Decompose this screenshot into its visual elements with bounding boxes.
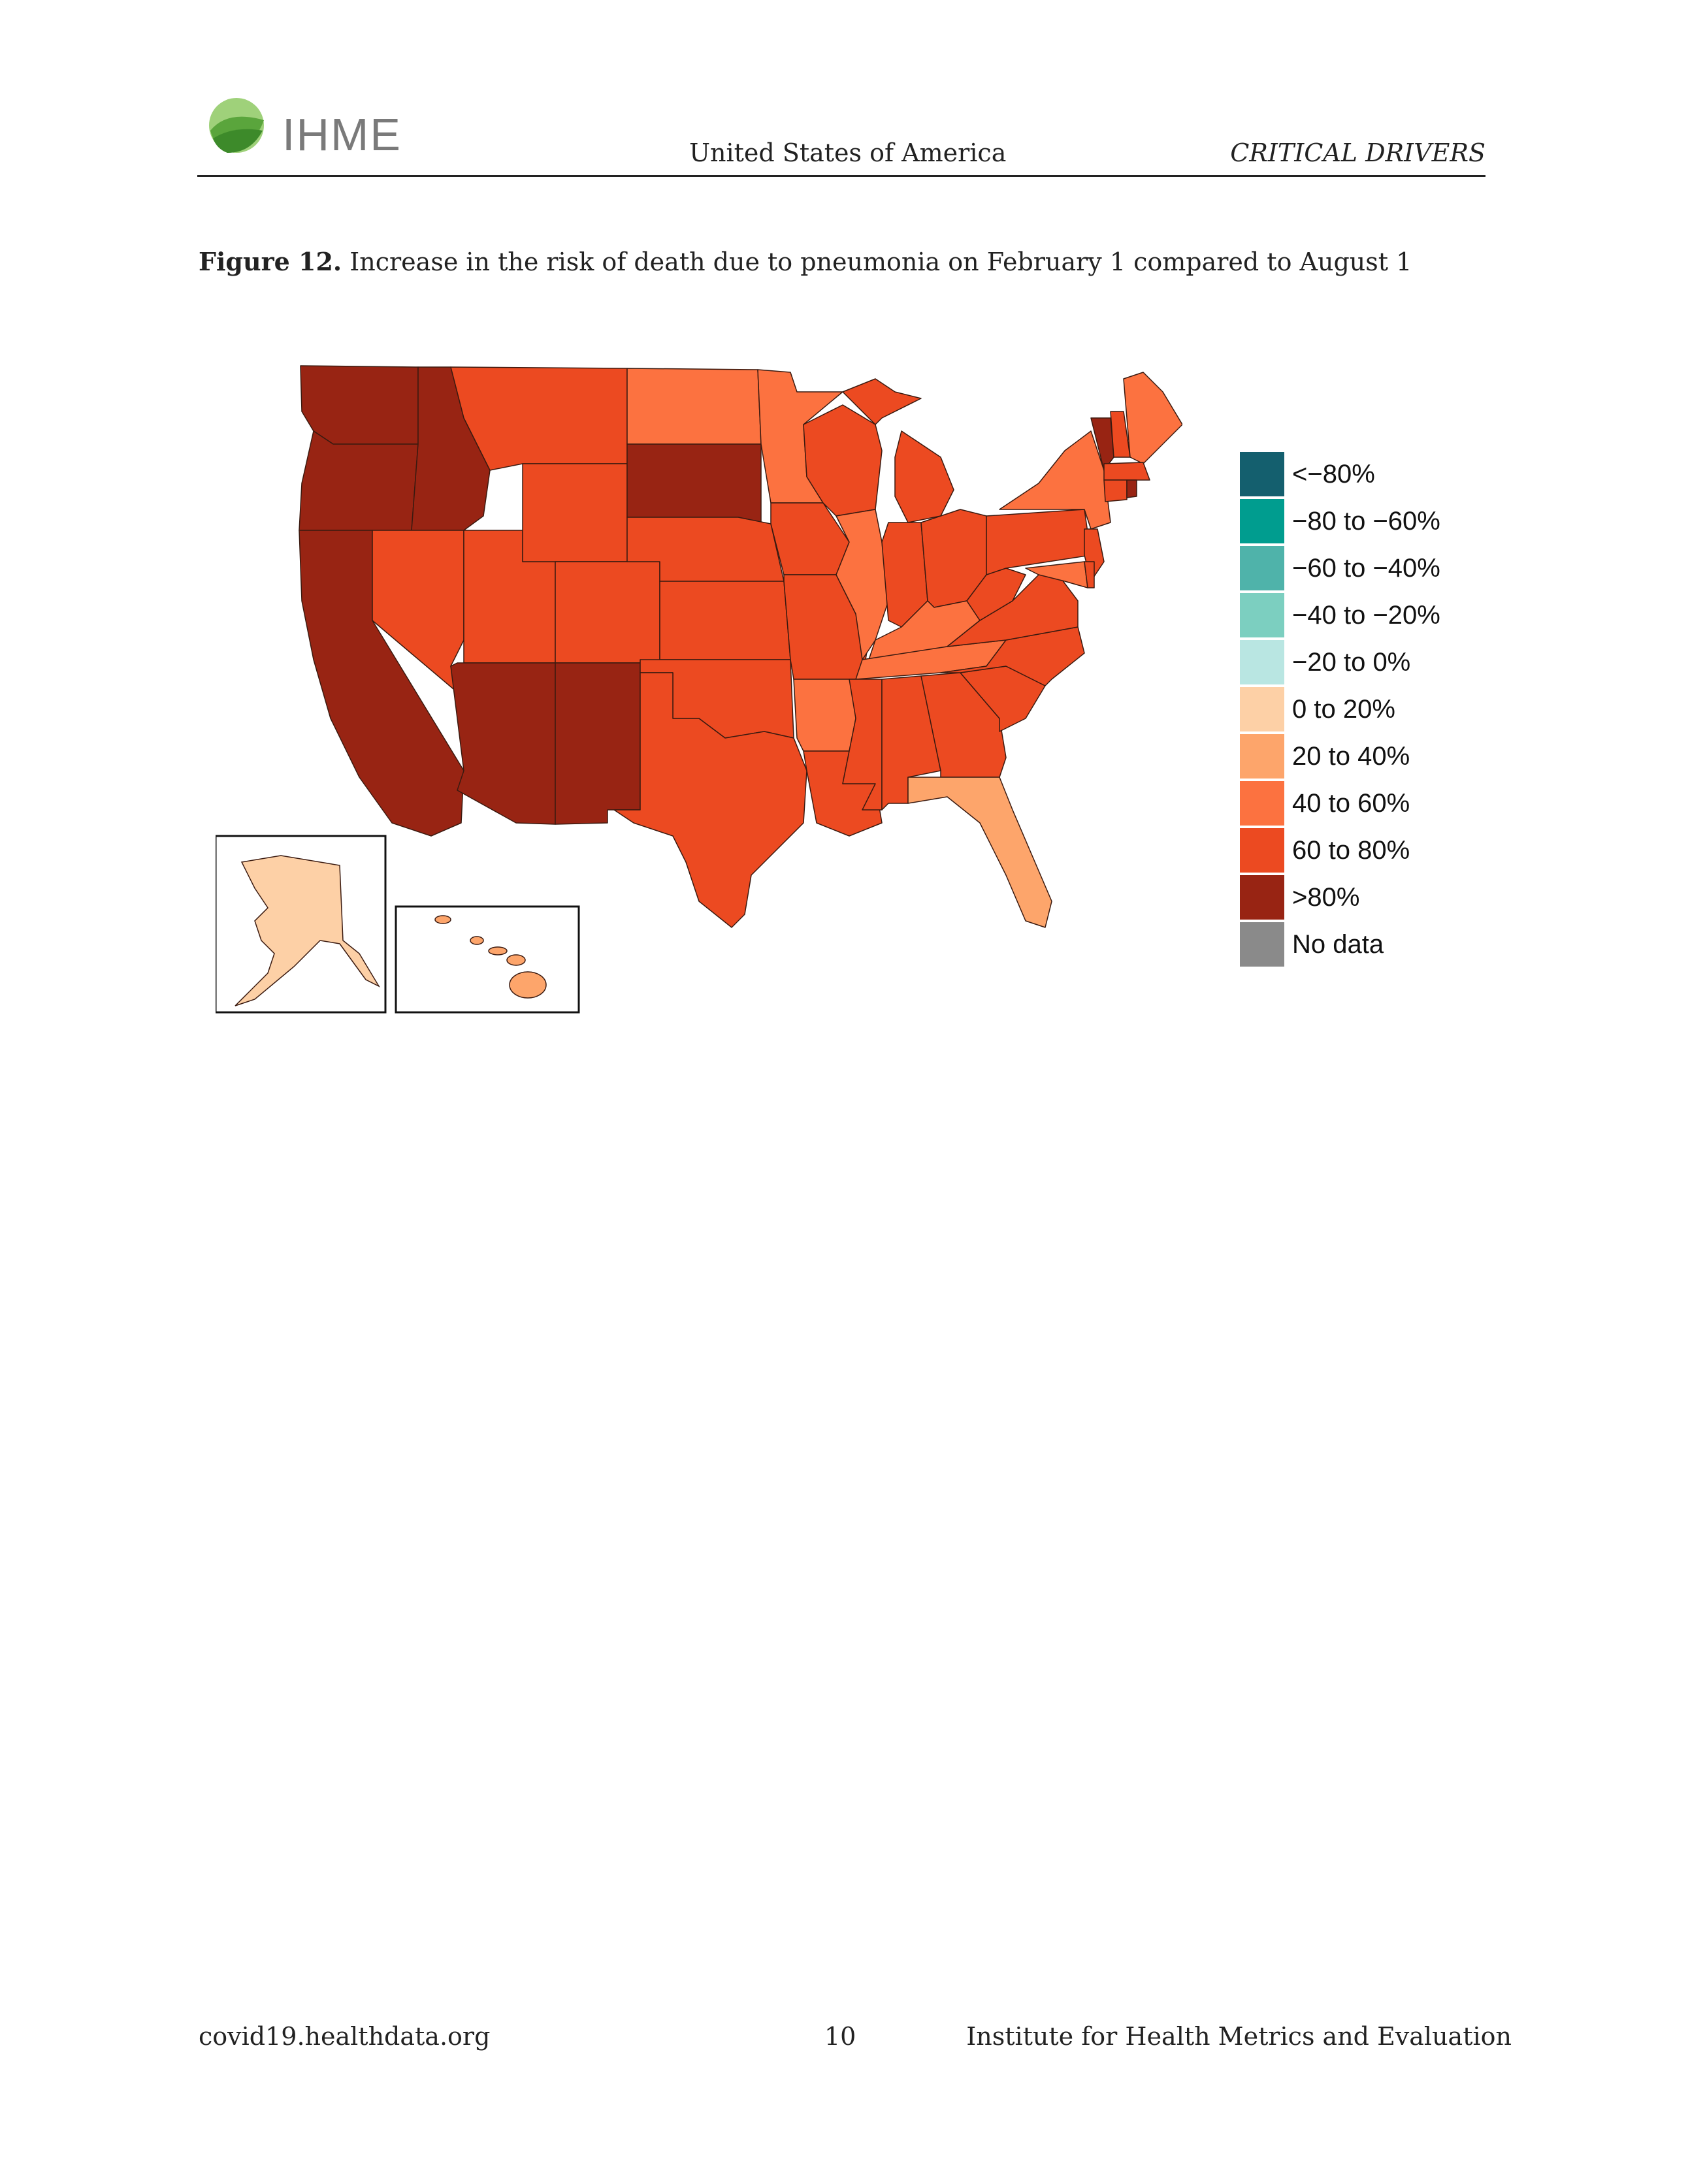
legend-swatch: [1240, 922, 1284, 967]
legend-label: 40 to 60%: [1292, 788, 1410, 818]
legend-label: >80%: [1292, 882, 1360, 912]
state-new-mexico: [555, 662, 641, 825]
state-maryland: [1025, 561, 1088, 588]
state-arizona: [450, 662, 556, 825]
state-michigan-up: [842, 378, 922, 425]
legend-item: −80 to −60%: [1240, 498, 1440, 545]
legend-label: −60 to −40%: [1292, 553, 1440, 583]
figure-label: Figure 12.: [199, 247, 342, 276]
legend-swatch: [1240, 875, 1284, 920]
state-virginia: [947, 574, 1079, 647]
state-north-carolina: [940, 626, 1085, 686]
state-south-dakota: [626, 443, 762, 523]
legend-swatch: [1240, 499, 1284, 543]
ihme-logo-icon: [209, 98, 264, 153]
legend-item: −20 to 0%: [1240, 639, 1440, 686]
legend-label: 0 to 20%: [1292, 694, 1395, 724]
legend-label: −20 to 0%: [1292, 647, 1411, 677]
legend-label: −40 to −20%: [1292, 600, 1440, 630]
state-texas: [613, 672, 807, 928]
state-maine: [1123, 372, 1182, 464]
state-oregon: [299, 430, 419, 531]
state-colorado: [555, 561, 660, 664]
legend-label: 20 to 40%: [1292, 741, 1410, 771]
legend-label: 60 to 80%: [1292, 835, 1410, 865]
logo-text: IHME: [282, 109, 402, 160]
legend-swatch: [1240, 687, 1284, 731]
legend-item: 60 to 80%: [1240, 827, 1440, 874]
legend-item: −40 to −20%: [1240, 592, 1440, 639]
state-washington: [300, 365, 419, 445]
page-number: 10: [824, 2022, 856, 2051]
header-rule: [197, 175, 1485, 177]
legend-label: <−80%: [1292, 459, 1375, 489]
footer-url: covid19.healthdata.org: [199, 2022, 491, 2051]
state-delaware: [1084, 561, 1095, 588]
legend-swatch: [1240, 828, 1284, 873]
state-alaska: [235, 855, 380, 1006]
state-michigan: [894, 430, 954, 523]
legend-swatch: [1240, 734, 1284, 779]
legend-swatch: [1240, 640, 1284, 684]
legend-swatch: [1240, 781, 1284, 826]
legend-swatch: [1240, 593, 1284, 637]
header-section: CRITICAL DRIVERS: [1230, 138, 1485, 167]
state-wyoming: [522, 463, 628, 562]
state-florida: [907, 777, 1052, 928]
figure-caption-text: Increase in the risk of death due to pne…: [349, 248, 1412, 276]
legend-item: 0 to 20%: [1240, 686, 1440, 733]
state-illinois: [836, 509, 889, 660]
legend-item: >80%: [1240, 874, 1440, 921]
legend-item: <−80%: [1240, 451, 1440, 498]
legend-swatch: [1240, 452, 1284, 496]
hawaii-inset-frame: [395, 905, 580, 1014]
map-legend: <−80% −80 to −60% −60 to −40% −40 to −20…: [1240, 451, 1440, 968]
legend-label: −80 to −60%: [1292, 506, 1440, 536]
state-kansas: [659, 581, 791, 660]
state-connecticut: [1103, 479, 1128, 502]
legend-item: 40 to 60%: [1240, 780, 1440, 827]
state-north-dakota: [626, 368, 762, 445]
state-massachusetts: [1103, 462, 1150, 481]
state-rhode-island: [1126, 479, 1137, 498]
state-pennsylvania: [986, 509, 1092, 575]
legend-label: No data: [1292, 929, 1384, 959]
state-hawaii: [434, 915, 547, 999]
legend-swatch: [1240, 546, 1284, 590]
header-country: United States of America: [689, 138, 1007, 167]
figure-caption: Figure 12. Increase in the risk of death…: [199, 247, 1412, 276]
legend-item: 20 to 40%: [1240, 733, 1440, 780]
legend-item: No data: [1240, 921, 1440, 968]
us-choropleth-map: [216, 365, 1182, 1014]
footer-institute: Institute for Health Metrics and Evaluat…: [966, 2022, 1512, 2051]
legend-item: −60 to −40%: [1240, 545, 1440, 592]
